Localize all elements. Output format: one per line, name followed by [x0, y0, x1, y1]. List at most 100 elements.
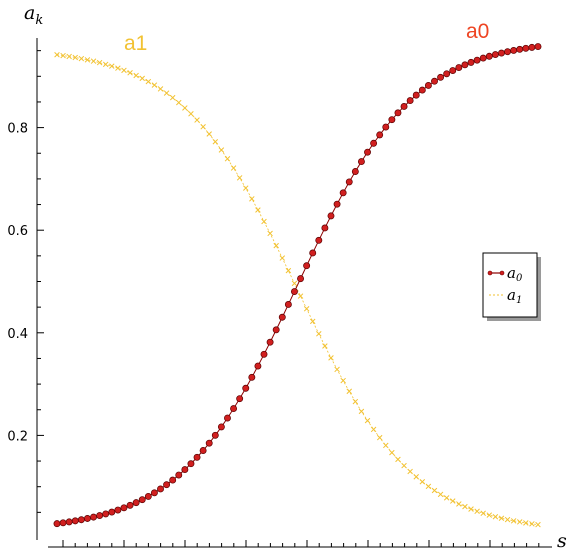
data-point: [394, 109, 402, 117]
data-point: [388, 116, 396, 124]
data-point: [230, 405, 238, 413]
data-point: [376, 131, 384, 139]
x-ticks: [62, 540, 540, 547]
data-point: [145, 78, 152, 85]
data-point: [528, 43, 536, 51]
data-point: [395, 456, 401, 463]
data-point: [455, 64, 463, 72]
series-annotation-a1: a1: [124, 32, 147, 55]
y-tick-label: 0.6: [7, 224, 28, 239]
data-point: [78, 55, 85, 62]
data-point: [193, 453, 201, 461]
legend-label-a1-main: a: [507, 286, 516, 304]
data-point: [376, 434, 383, 441]
data-point: [242, 185, 249, 191]
data-point: [175, 471, 183, 479]
data-point: [309, 249, 317, 257]
y-axis-title-sub: k: [35, 13, 43, 28]
data-point: [255, 207, 261, 213]
data-point: [102, 61, 109, 68]
data-point: [90, 513, 97, 521]
data-point: [139, 75, 145, 82]
data-point: [389, 449, 395, 456]
data-point: [431, 487, 438, 494]
data-point: [413, 474, 419, 480]
data-point: [535, 521, 541, 528]
data-point: [127, 70, 133, 76]
data-point: [230, 165, 237, 171]
data-point: [492, 513, 499, 520]
data-point: [462, 503, 468, 510]
data-point: [169, 476, 177, 484]
data-point: [284, 300, 292, 308]
data-point: [206, 131, 212, 137]
data-point: [407, 468, 413, 475]
data-point: [59, 519, 67, 527]
data-point: [163, 481, 171, 489]
data-point: [412, 91, 420, 99]
data-point: [121, 67, 127, 74]
data-point: [510, 46, 518, 54]
data-point: [297, 293, 304, 299]
data-point: [340, 377, 346, 384]
data-point: [144, 492, 152, 500]
data-point: [303, 262, 311, 270]
data-point: [418, 86, 426, 94]
data-point: [84, 57, 91, 63]
data-point: [291, 288, 298, 296]
data-point: [83, 515, 91, 522]
data-point: [54, 52, 60, 58]
data-point: [236, 175, 243, 181]
legend-label-a0-sub: 0: [516, 273, 523, 284]
data-point: [468, 506, 474, 512]
series-line: [56, 54, 539, 526]
data-point: [400, 103, 408, 110]
legend-label-a1: a1: [507, 286, 522, 306]
data-point: [126, 501, 134, 509]
y-axis-title: ak: [24, 2, 43, 28]
data-point: [364, 417, 371, 424]
data-point: [461, 61, 469, 69]
data-point: [169, 94, 176, 101]
series-annotation-a0: a0: [466, 20, 489, 43]
data-point: [358, 408, 365, 415]
data-point: [236, 395, 244, 403]
data-point: [267, 230, 273, 237]
data-point: [328, 355, 334, 361]
data-point: [297, 275, 304, 283]
data-point: [327, 212, 335, 220]
data-point: [248, 373, 256, 381]
data-point: [516, 45, 524, 53]
data-point: [322, 343, 328, 349]
legend-box: [482, 252, 538, 318]
data-point: [491, 51, 499, 59]
data-point: [291, 280, 298, 287]
data-point: [188, 111, 194, 117]
data-point: [249, 196, 255, 202]
data-point: [242, 384, 250, 392]
data-point: [443, 70, 451, 78]
data-point: [66, 53, 72, 60]
legend-label-a0: a0: [507, 264, 523, 284]
data-point: [316, 331, 322, 337]
data-point: [510, 518, 517, 524]
y-tick-label: 0.2: [7, 429, 28, 444]
y-ticks: 0.2 0.4 0.6 0.8: [7, 50, 44, 513]
data-point: [114, 506, 122, 514]
data-point: [523, 520, 529, 526]
data-point: [279, 255, 286, 261]
data-point: [182, 105, 188, 111]
data-point: [474, 508, 480, 515]
x-axis-title: s: [557, 530, 567, 552]
data-point: [364, 148, 371, 156]
legend-label-a1-sub: 1: [516, 295, 522, 306]
data-point: [211, 431, 219, 439]
data-point: [485, 52, 493, 60]
legend-marker-a0-end: [499, 270, 505, 276]
data-point: [370, 139, 378, 147]
data-point: [132, 499, 140, 507]
data-point: [266, 338, 274, 346]
data-point: [315, 236, 323, 244]
data-point: [522, 44, 530, 52]
